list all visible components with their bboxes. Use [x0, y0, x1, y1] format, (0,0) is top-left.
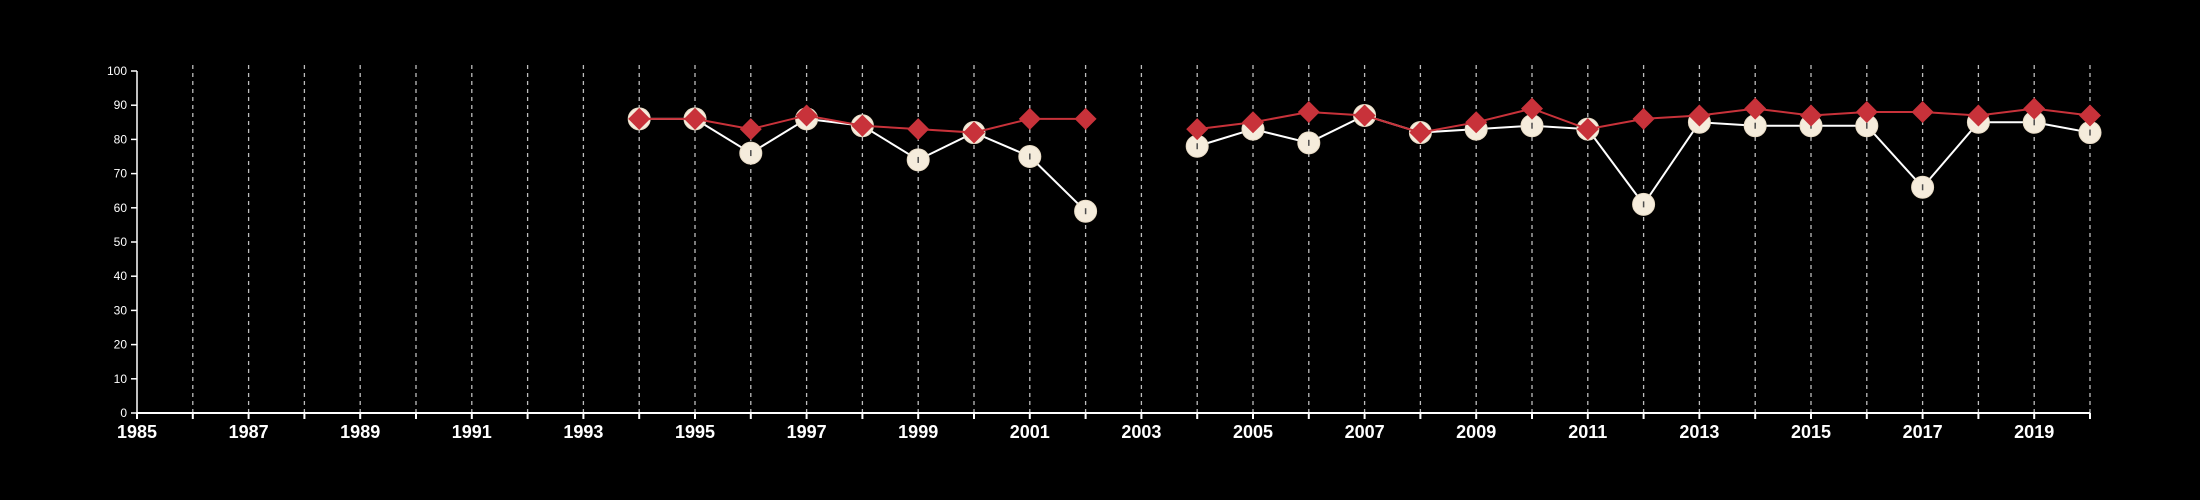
x-tick-1993: 1993 — [563, 422, 603, 442]
x-tick-label: 1999 — [898, 422, 938, 442]
y-tick-label: 60 — [114, 201, 128, 215]
series-2-point-2000 — [963, 121, 985, 144]
series-1-point-2012 — [1632, 192, 1656, 216]
x-tick-2007: 2007 — [1345, 422, 1385, 442]
series-2-point-2005 — [1242, 111, 1264, 134]
y-tick-label: 100 — [107, 64, 127, 78]
series-2-point-1997 — [795, 104, 818, 127]
series-2-point-2009 — [1465, 111, 1488, 134]
y-tick-90: 90 — [114, 98, 137, 112]
y-tick-label: 40 — [114, 269, 128, 283]
y-tick-50: 50 — [114, 235, 137, 249]
series-2-point-2001 — [1018, 107, 1041, 130]
series-2-point-2019 — [2023, 97, 2046, 120]
series-1-point-2001 — [1018, 145, 1042, 168]
x-tick-2005: 2005 — [1233, 422, 1273, 442]
series-2-point-2015 — [1800, 104, 1822, 127]
x-tick-label: 2009 — [1456, 422, 1496, 442]
y-tick-label: 50 — [114, 235, 128, 249]
series-1-point-2002 — [1074, 199, 1098, 223]
x-tick-2015: 2015 — [1791, 422, 1831, 442]
y-tick-70: 70 — [114, 167, 137, 181]
y-tick-10: 10 — [114, 372, 137, 386]
series-1-point-1999 — [906, 148, 930, 172]
x-tick-label: 1989 — [340, 422, 380, 442]
x-tick-2019: 2019 — [2014, 422, 2054, 442]
series-2-point-1995 — [684, 107, 706, 130]
series-2-point-2012 — [1632, 107, 1655, 130]
x-tick-2017: 2017 — [1903, 422, 1943, 442]
series-2-point-2011 — [1576, 118, 1599, 141]
series-2-point-1994 — [628, 107, 651, 130]
series-2-point-2002 — [1074, 107, 1097, 130]
series-1-point-1996 — [739, 141, 763, 165]
series-2-point-2007 — [1353, 104, 1376, 127]
y-tick-label: 10 — [114, 372, 128, 386]
x-tick-label: 2015 — [1791, 422, 1831, 442]
x-tick-label: 1993 — [563, 422, 603, 442]
y-tick-label: 20 — [114, 338, 128, 352]
axes: 0 10 20 30 40 50 60 70 80 90 100 1985 1987 1989 1991 19… — [107, 64, 2091, 442]
y-tick-label: 30 — [114, 303, 128, 317]
x-tick-1985: 1985 — [117, 422, 157, 442]
series-2-point-2020 — [2079, 104, 2101, 127]
x-tick-label: 1997 — [787, 422, 827, 442]
series-2-point-2010 — [1521, 97, 1543, 120]
x-tick-label: 2007 — [1345, 422, 1385, 442]
series-2-point-2008 — [1409, 121, 1432, 144]
x-tick-2013: 2013 — [1679, 422, 1719, 442]
x-tick-1997: 1997 — [787, 422, 827, 442]
x-tick-label: 1987 — [229, 422, 269, 442]
x-tick-label: 2017 — [1903, 422, 1943, 442]
x-tick-1991: 1991 — [452, 422, 492, 442]
x-tick-label: 2003 — [1121, 422, 1161, 442]
y-tick-label: 80 — [114, 132, 128, 146]
x-tick-label: 1985 — [117, 422, 157, 442]
series-layer — [627, 97, 2102, 223]
x-tick-label: 2013 — [1679, 422, 1719, 442]
x-tick-label: 2001 — [1010, 422, 1050, 442]
series-2-point-1996 — [739, 118, 762, 141]
series-2-point-2013 — [1688, 104, 1711, 127]
series-1-point-2017 — [1911, 175, 1935, 199]
y-tick-20: 20 — [114, 338, 137, 352]
x-tick-2003: 2003 — [1121, 422, 1161, 442]
x-tick-label: 1995 — [675, 422, 715, 442]
series-2-point-2016 — [1855, 101, 1878, 124]
y-tick-label: 0 — [120, 406, 127, 420]
series-2-point-1998 — [851, 114, 874, 137]
series-2-point-2004 — [1186, 118, 1209, 141]
x-tick-label: 1991 — [452, 422, 492, 442]
y-tick-80: 80 — [114, 132, 137, 146]
series-1-point-2006 — [1297, 131, 1321, 155]
y-tick-60: 60 — [114, 201, 137, 215]
x-tick-2011: 2011 — [1568, 422, 1607, 442]
x-tick-2009: 2009 — [1456, 422, 1496, 442]
x-tick-1999: 1999 — [898, 422, 938, 442]
y-tick-label: 70 — [114, 167, 128, 181]
x-tick-label: 2019 — [2014, 422, 2054, 442]
series-2-point-2006 — [1297, 101, 1320, 124]
y-tick-100: 100 — [107, 64, 137, 78]
y-tick-label: 90 — [114, 98, 128, 112]
x-tick-1987: 1987 — [229, 422, 269, 442]
x-tick-2001: 2001 — [1010, 422, 1050, 442]
x-tick-1989: 1989 — [340, 422, 380, 442]
series-2-point-2017 — [1911, 101, 1934, 124]
x-tick-label: 2011 — [1568, 422, 1607, 442]
series-2-point-2018 — [1967, 104, 1990, 127]
x-tick-1995: 1995 — [675, 422, 715, 442]
y-tick-30: 30 — [114, 303, 137, 317]
series-2-point-1999 — [907, 118, 930, 141]
x-tick-label: 2005 — [1233, 422, 1273, 442]
series-2-point-2014 — [1744, 97, 1767, 120]
y-tick-40: 40 — [114, 269, 137, 283]
series-2 — [628, 97, 2101, 144]
